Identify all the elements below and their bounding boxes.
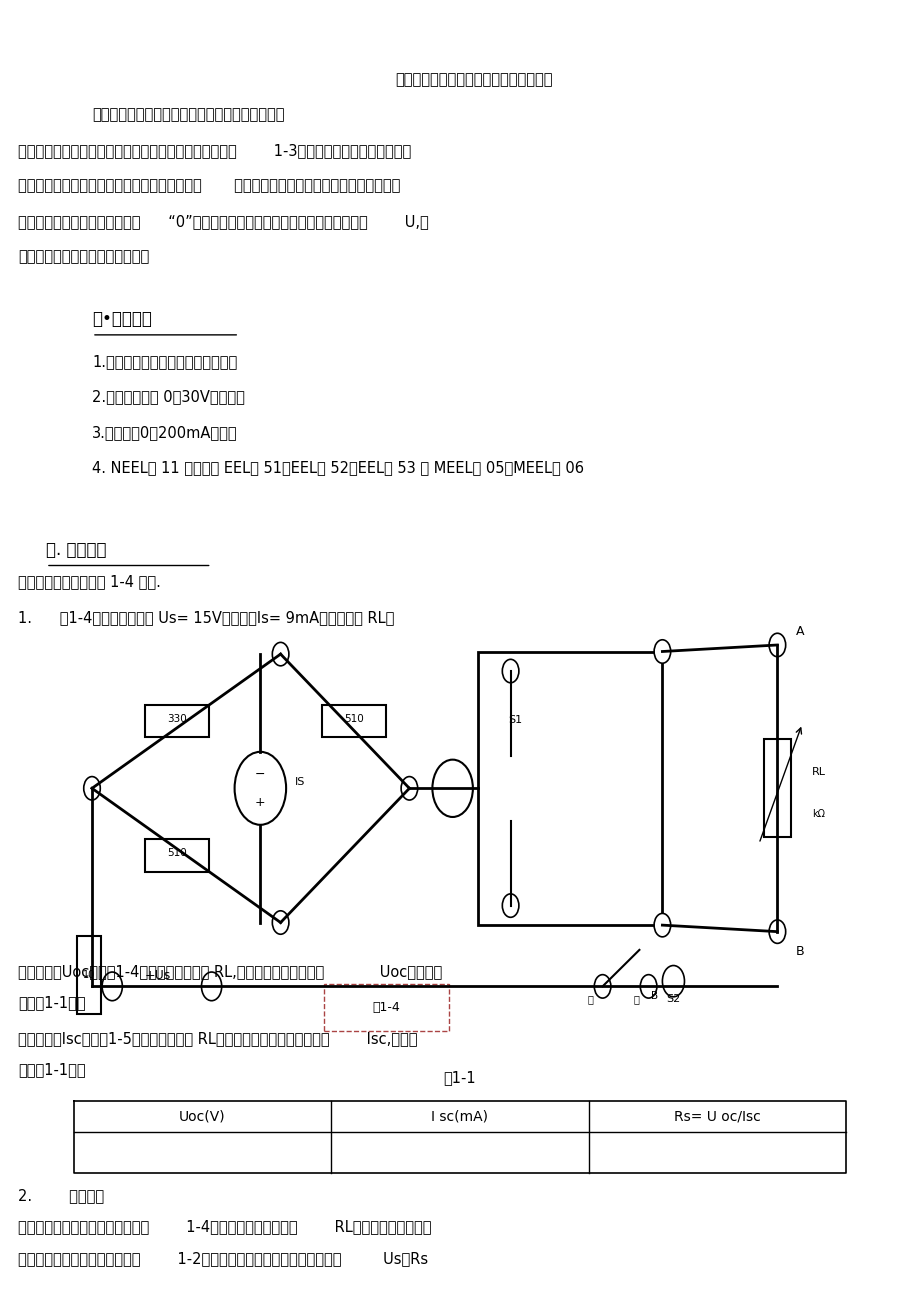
Text: 被测有源二端网络如图 1-4 所示.: 被测有源二端网络如图 1-4 所示. <box>18 575 161 590</box>
Text: A: A <box>795 624 804 637</box>
Text: 2.        负载实验: 2. 负载实验 <box>18 1188 105 1204</box>
Circle shape <box>653 913 670 937</box>
Circle shape <box>662 966 684 997</box>
Circle shape <box>502 659 518 683</box>
FancyBboxPatch shape <box>323 984 448 1031</box>
Text: 测开路电压Uoc：在图1-4电路中，断开负载 RL,用电压表测量开路电压            Uoc，将数据: 测开路电压Uoc：在图1-4电路中，断开负载 RL,用电压表测量开路电压 Uoc… <box>18 964 442 980</box>
FancyBboxPatch shape <box>77 936 101 1014</box>
FancyBboxPatch shape <box>763 740 790 837</box>
FancyBboxPatch shape <box>322 705 386 737</box>
Circle shape <box>84 777 100 800</box>
Text: 断: 断 <box>633 994 639 1005</box>
Text: 为了消除电压表内阻的影响，往往采用零示测量法，如图        1-3所示。零示法测量原理是用一: 为了消除电压表内阻的影响，往往采用零示测量法，如图 1-3所示。零示法测量原理是… <box>18 143 411 159</box>
Text: 2.恒压源（双路 0～30V可调。）: 2.恒压源（双路 0～30V可调。） <box>92 390 244 405</box>
Text: 记入表1-1中。: 记入表1-1中。 <box>18 995 86 1011</box>
Text: 3.恒源流（0～200mA可调）: 3.恒源流（0～200mA可调） <box>92 425 237 440</box>
Circle shape <box>234 752 286 825</box>
Circle shape <box>594 975 610 998</box>
Text: Uoc(V): Uoc(V) <box>179 1110 225 1123</box>
Text: 330: 330 <box>167 714 187 723</box>
Text: 表1-1: 表1-1 <box>443 1070 476 1085</box>
Text: 压时，用电压表进行直接测量会造成较大的误差，: 压时，用电压表进行直接测量会造成较大的误差， <box>92 107 284 122</box>
FancyBboxPatch shape <box>145 705 210 737</box>
Circle shape <box>653 640 670 663</box>
Text: S2: S2 <box>665 994 680 1005</box>
Text: kΩ: kΩ <box>811 809 824 820</box>
Text: +: + <box>255 796 266 809</box>
Text: 三•实验设备: 三•实验设备 <box>92 310 152 328</box>
Text: 510: 510 <box>167 848 187 857</box>
Circle shape <box>272 911 289 934</box>
Text: 在测量具有高内阻有源二端网络的开路电: 在测量具有高内阻有源二端网络的开路电 <box>395 72 552 87</box>
Text: B: B <box>651 992 658 1002</box>
Text: RL: RL <box>811 767 825 778</box>
Text: 测量有源二端网络的外特性：在图        1-4电路中，改变负载电阻        RL的阻値，逐点测量对: 测量有源二端网络的外特性：在图 1-4电路中，改变负载电阻 RL的阻値，逐点测量… <box>18 1220 431 1235</box>
Text: −: − <box>255 767 266 780</box>
Text: I sc(mA): I sc(mA) <box>431 1110 488 1123</box>
Circle shape <box>401 777 417 800</box>
Text: 10: 10 <box>83 969 96 980</box>
Text: 1.      图1-4线路接入恒压源 Us= 15V和恒流源Is= 9mA及可变电阻 RL。: 1. 图1-4线路接入恒压源 Us= 15V和恒流源Is= 9mA及可变电阻 R… <box>18 610 394 625</box>
FancyBboxPatch shape <box>145 839 210 872</box>
Text: IS: IS <box>295 777 305 787</box>
Bar <box>478 652 662 925</box>
Text: 1.直流数字电压表、直流数字电流表: 1.直流数字电压表、直流数字电流表 <box>92 354 237 370</box>
Text: B: B <box>795 945 804 958</box>
Text: 图1-4: 图1-4 <box>372 1001 400 1014</box>
Text: 4. NEEL－ 11 下组件或 EEL－ 51、EEL－ 52、EEL－ 53 或 MEEL－ 05、MEEL－ 06: 4. NEEL－ 11 下组件或 EEL－ 51、EEL－ 52、EEL－ 53… <box>92 460 584 476</box>
Text: 低内阻的恒压源与被测有源二端网络进行比较，       当恒压源的输出电压与有源二端网络的开路: 低内阻的恒压源与被测有源二端网络进行比较， 当恒压源的输出电压与有源二端网络的开… <box>18 179 401 194</box>
Text: 510: 510 <box>344 714 364 723</box>
Circle shape <box>272 642 289 666</box>
Circle shape <box>768 633 785 657</box>
Text: Rs= U oc/Isc: Rs= U oc/Isc <box>674 1110 760 1123</box>
Text: 应的电压、电流，将数据记入表        1-2中。并计算有源二端网络的等效参数         Us和Rs: 应的电压、电流，将数据记入表 1-2中。并计算有源二端网络的等效参数 Us和Rs <box>18 1251 428 1267</box>
Text: 四. 实验内容: 四. 实验内容 <box>46 541 107 559</box>
Circle shape <box>502 894 518 917</box>
Circle shape <box>640 975 656 998</box>
Text: 电压相等时，电压表的读数将为      “0”然后将电路断开，测量此时恒压源的输出电压        U,即: 电压相等时，电压表的读数将为 “0”然后将电路断开，测量此时恒压源的输出电压 U… <box>18 214 428 229</box>
Text: 为被测有源二端网络的开路电压。: 为被测有源二端网络的开路电压。 <box>18 249 150 265</box>
Circle shape <box>768 920 785 943</box>
Text: 记入表1-1中。: 记入表1-1中。 <box>18 1062 86 1078</box>
Circle shape <box>102 972 122 1001</box>
Circle shape <box>432 760 472 817</box>
Text: −: − <box>91 981 102 994</box>
Text: 测短路电流Isc：在图1-5电路中，将负载 RL短路，用电流表测量短路电流        Isc,将数据: 测短路电流Isc：在图1-5电路中，将负载 RL短路，用电流表测量短路电流 Is… <box>18 1031 417 1046</box>
Text: S1: S1 <box>507 715 522 726</box>
Text: 通: 通 <box>587 994 593 1005</box>
Circle shape <box>201 972 221 1001</box>
Text: +Us: +Us <box>145 968 171 981</box>
